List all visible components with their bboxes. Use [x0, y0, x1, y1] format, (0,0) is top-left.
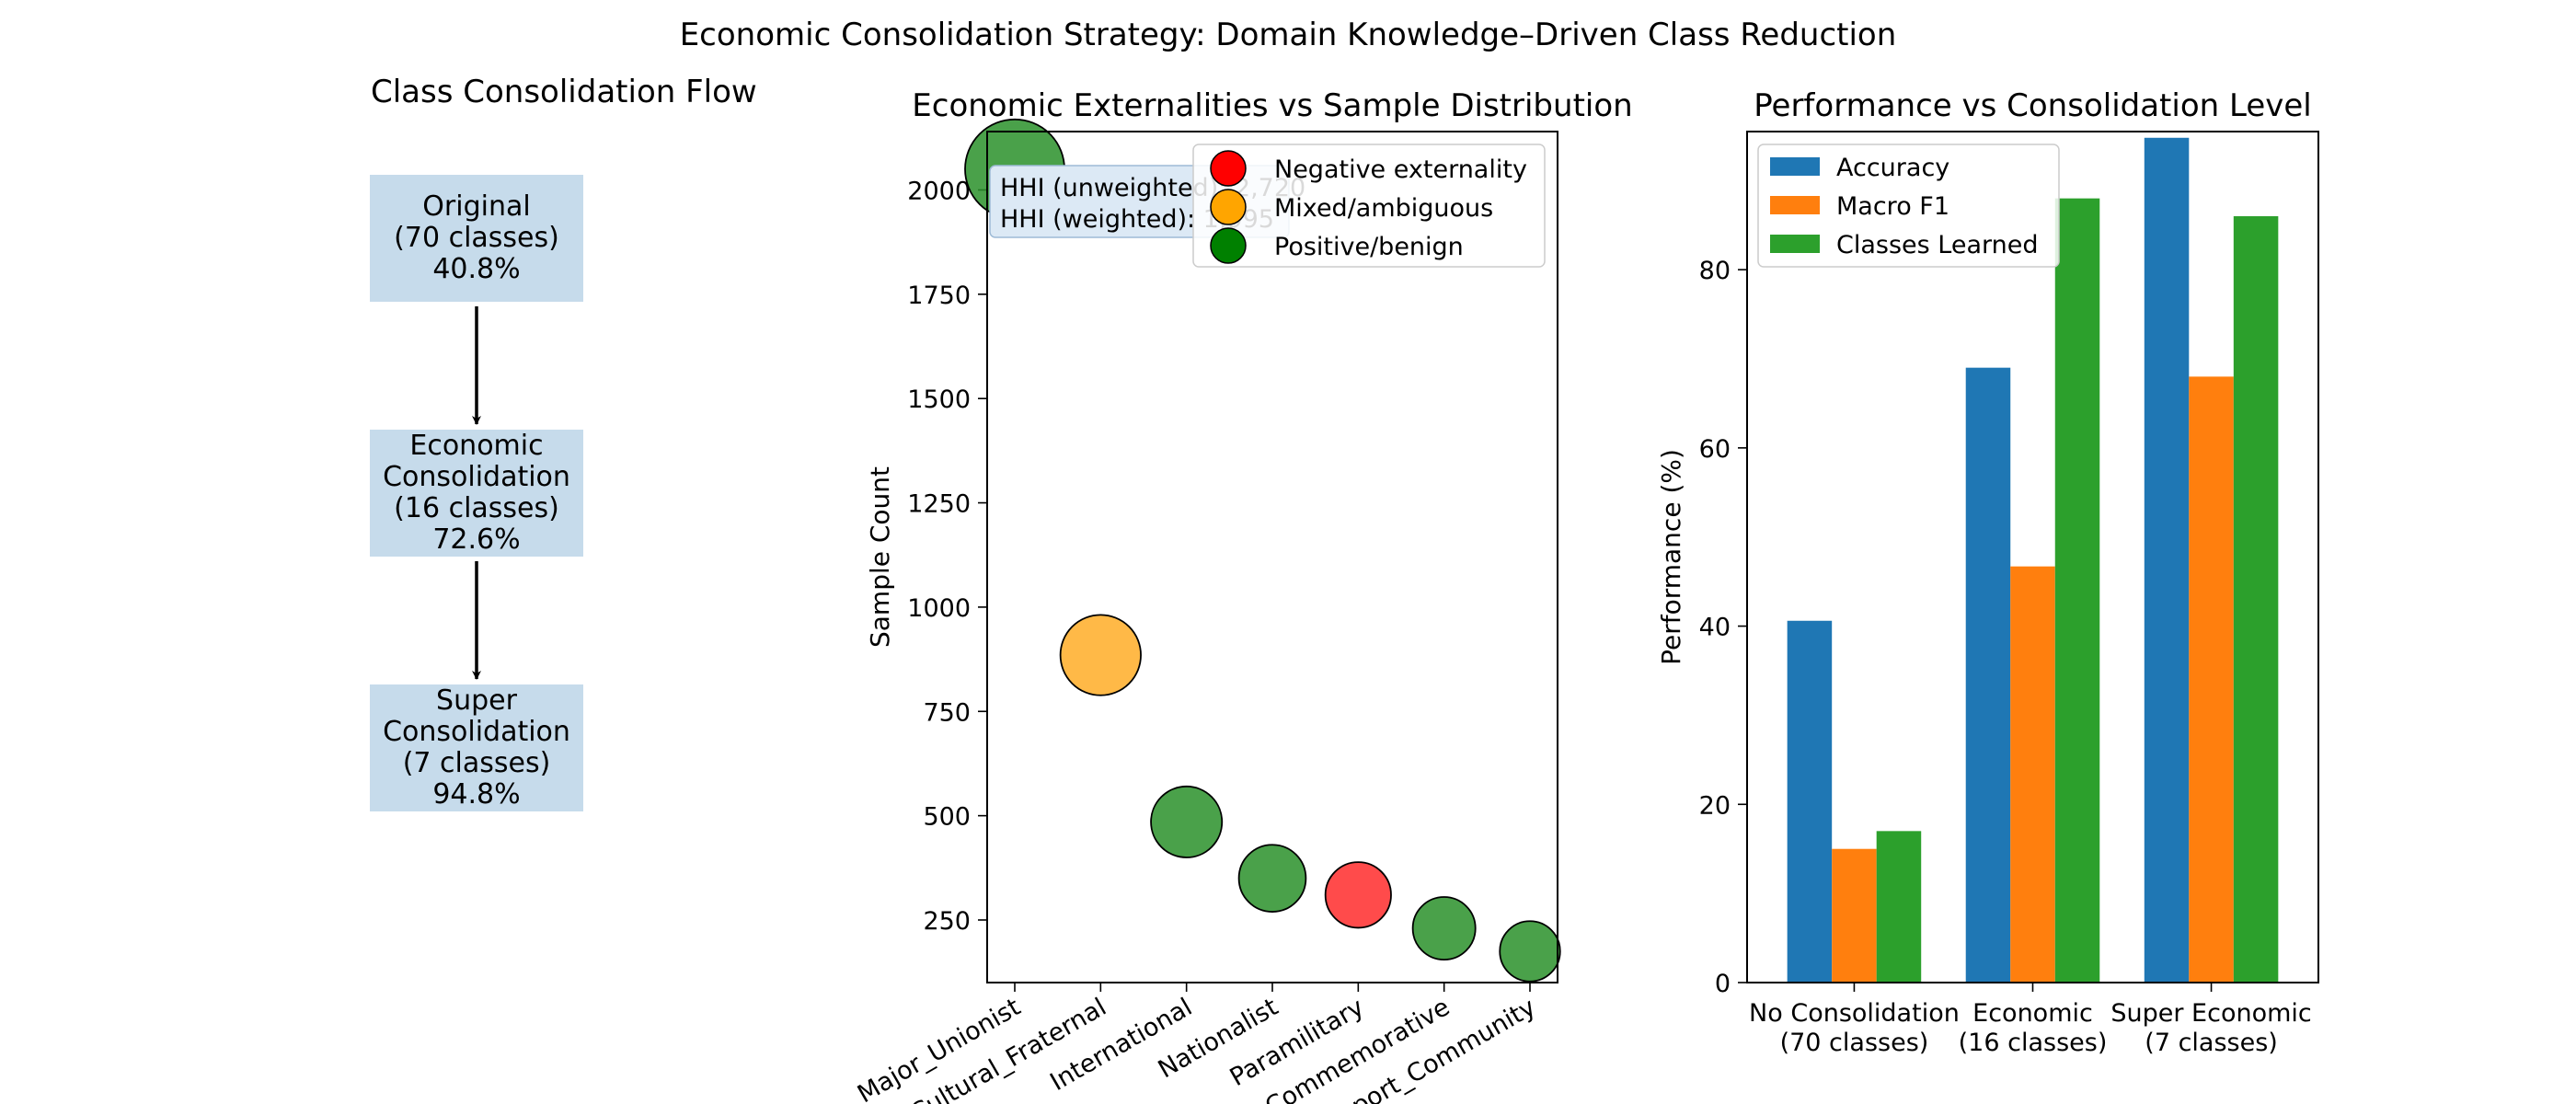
flow-box-original: Original (70 classes) 40.8%	[370, 175, 583, 302]
bar-legend-swatch	[1770, 196, 1820, 214]
scatter-legend-marker	[1210, 150, 1247, 187]
bar-xtick-label: (70 classes)	[1780, 1029, 1929, 1057]
scatter-ytick-label: 1000	[907, 594, 971, 623]
bar-ylabel: Performance (%)	[1656, 449, 1686, 665]
bar-plot-frame	[1746, 131, 2319, 983]
scatter-plot-frame	[986, 131, 1558, 983]
scatter-point	[1411, 896, 1477, 961]
bar-legend-swatch	[1770, 235, 1820, 253]
flow-box-economic: Economic Consolidation (16 classes) 72.6…	[370, 430, 583, 557]
bar-ytick-label: 40	[1699, 614, 1731, 642]
bar-legend-box	[1757, 144, 2060, 268]
scatter-ytick-label: 1500	[907, 385, 971, 414]
bar-xtick-label: (16 classes)	[1959, 1029, 2108, 1057]
scatter-ytick-label: 1250	[907, 490, 971, 519]
scatter-legend-label: Negative externality	[1274, 155, 1527, 184]
bar-xtick-label: Economic	[1972, 999, 2093, 1028]
bar-accuracy	[1965, 367, 2011, 983]
bar-ytick-label: 0	[1715, 970, 1731, 998]
flow-title: Class Consolidation Flow	[371, 74, 757, 110]
bar-xtick-label: Super Economic	[2110, 999, 2311, 1028]
flow-box-super-label: Super Consolidation (7 classes) 94.8%	[383, 684, 570, 811]
flow-box-original-label: Original (70 classes) 40.8%	[394, 190, 559, 285]
bar-legend-label: Macro F1	[1836, 192, 1949, 221]
scatter-title: Economic Externalities vs Sample Distrib…	[912, 87, 1632, 124]
bar-ytick-label: 20	[1699, 791, 1731, 820]
scatter-ytick-label: 250	[923, 907, 971, 936]
scatter-legend-marker	[1210, 189, 1247, 225]
scatter-legend: Negative externality Mixed/ambiguous Posit…	[1192, 144, 1546, 268]
bar-accuracy	[1787, 620, 1833, 983]
bar-accuracy	[2144, 137, 2190, 983]
bar-xtick-label: No Consolidation	[1749, 999, 1960, 1028]
scatter-ytick-label: 2000	[907, 177, 971, 205]
scatter-ytick-label: 750	[923, 698, 971, 727]
scatter-legend-box	[1192, 144, 1546, 268]
scatter-point	[1499, 920, 1561, 983]
bar-legend: Accuracy Macro F1 Classes Learned	[1757, 144, 2060, 268]
scatter-ylabel: Sample Count	[865, 466, 895, 648]
bar-legend-label: Classes Learned	[1836, 231, 2039, 259]
bar-ytick-label: 80	[1699, 257, 1731, 285]
bar-classes-learned	[1876, 831, 1922, 983]
bar-ytick-label: 60	[1699, 435, 1731, 464]
bar-title: Performance vs Consolidation Level	[1754, 87, 2312, 124]
scatter-point	[1059, 614, 1142, 696]
bar-xtick-label: (7 classes)	[2145, 1029, 2278, 1057]
scatter-legend-label: Positive/benign	[1274, 233, 1464, 261]
bar-macro-f1	[2189, 376, 2234, 983]
scatter-legend-label: Mixed/ambiguous	[1274, 194, 1493, 223]
bar-legend-swatch	[1770, 157, 1820, 176]
flow-box-super: Super Consolidation (7 classes) 94.8%	[370, 684, 583, 811]
scatter-legend-marker	[1210, 227, 1247, 264]
scatter-point	[1324, 861, 1392, 929]
bar-classes-learned	[2233, 216, 2279, 983]
figure-title: Economic Consolidation Strategy: Domain …	[679, 17, 1897, 53]
flow-box-economic-label: Economic Consolidation (16 classes) 72.6…	[383, 430, 570, 556]
bar-macro-f1	[1832, 848, 1877, 983]
scatter-point	[1237, 844, 1307, 913]
scatter-ytick-label: 1750	[907, 282, 971, 310]
scatter-ytick-label: 500	[923, 803, 971, 832]
bar-legend-label: Accuracy	[1836, 154, 1949, 182]
bar-macro-f1	[2010, 566, 2055, 983]
bar-classes-learned	[2054, 198, 2100, 983]
scatter-point	[1150, 785, 1224, 858]
